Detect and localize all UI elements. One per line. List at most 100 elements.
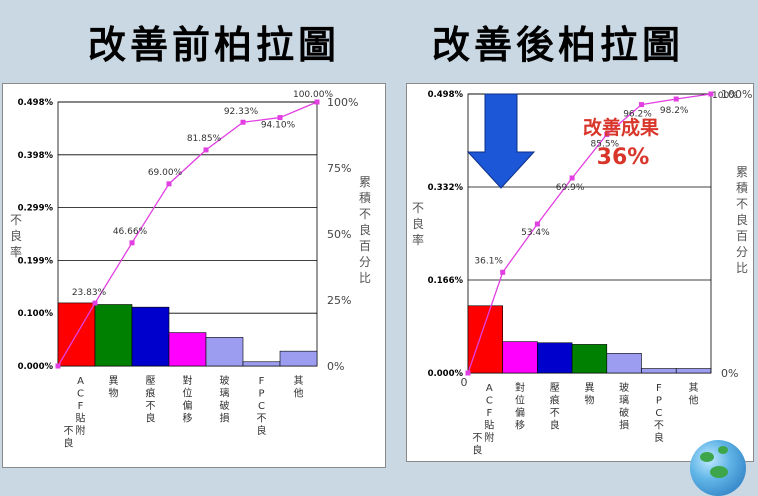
svg-text:良: 良 (550, 419, 560, 432)
category-label: 其他 (689, 382, 699, 407)
pareto-chart-after: 0.498% 0.332% 0.166% 0.000% 100% 0% 36.1% 53.4%… (406, 83, 754, 462)
cumulative-label: 98.2% (660, 106, 689, 116)
left-tick-label: 0.166% (428, 276, 464, 286)
left-tick-label: 0.000% (18, 362, 54, 372)
svg-text:比: 比 (359, 271, 371, 285)
right-tick-label: 0% (721, 367, 738, 380)
left-tick-label: 0.398% (18, 151, 54, 161)
cumulative-point (639, 102, 644, 108)
cumulative-line (57, 101, 318, 367)
svg-text:他: 他 (294, 387, 304, 400)
bar (571, 344, 608, 374)
svg-text:良: 良 (472, 444, 482, 457)
right-tick-label: 25% (327, 294, 351, 307)
svg-text:其: 其 (689, 382, 699, 394)
svg-text:偏: 偏 (183, 399, 193, 412)
left-tick-label: 0.332% (428, 183, 464, 193)
cumulative-label: 100% (712, 91, 738, 101)
cumulative-label: 96.2% (623, 110, 652, 120)
svg-text:痕: 痕 (146, 387, 156, 400)
svg-text:破: 破 (619, 406, 629, 419)
svg-text:良: 良 (654, 431, 664, 444)
category-label: 異物 (109, 375, 119, 400)
globe-icon (690, 440, 746, 496)
svg-text:比: 比 (736, 261, 748, 275)
left-axis-title: 不良率 (10, 213, 22, 259)
left-tick-label: 0.299% (18, 204, 54, 214)
bar (675, 368, 712, 374)
svg-text:積: 積 (736, 180, 748, 195)
cumulative-point (465, 370, 471, 376)
svg-text:良: 良 (146, 412, 156, 425)
svg-text:不: 不 (654, 421, 664, 432)
cumulative-point (240, 119, 246, 125)
svg-text:不: 不 (10, 213, 22, 227)
cumulative-point (500, 269, 506, 275)
svg-text:C: C (258, 401, 265, 412)
svg-text:良: 良 (359, 222, 371, 237)
category-label: 其他 (294, 375, 304, 400)
bar (131, 306, 170, 367)
heading-before: 改善前柏拉圖 (88, 22, 341, 67)
svg-text:分: 分 (359, 255, 371, 269)
svg-text:不: 不 (736, 197, 748, 211)
svg-text:A: A (486, 383, 493, 394)
category-label: 異物 (584, 382, 594, 407)
svg-text:良: 良 (64, 437, 74, 450)
heading-after: 改善後柏拉圖 (432, 22, 685, 67)
svg-text:良: 良 (412, 216, 424, 231)
svg-text:位: 位 (183, 387, 193, 400)
cumulative-label: 100.00% (293, 90, 333, 100)
bar (205, 337, 244, 367)
bar (502, 341, 538, 374)
svg-text:F: F (78, 401, 84, 412)
bar (94, 304, 133, 367)
cumulative-label: 53.4% (521, 228, 550, 238)
right-tick-label: 100% (721, 88, 752, 101)
svg-text:A: A (77, 376, 84, 387)
svg-text:其: 其 (294, 375, 304, 387)
svg-text:附: 附 (484, 431, 494, 444)
right-tick-label: 100% (327, 96, 358, 109)
svg-text:物: 物 (584, 394, 594, 407)
svg-text:百: 百 (359, 239, 371, 253)
svg-text:偏: 偏 (515, 406, 525, 419)
cumulative-label: 23.83% (72, 288, 107, 298)
svg-text:不: 不 (64, 426, 74, 437)
cumulative-label: 85.5% (591, 139, 620, 149)
left-tick-label: 0.100% (18, 309, 54, 319)
bar (641, 368, 677, 374)
cumulative-label: 92.33% (224, 107, 259, 117)
svg-text:貼: 貼 (484, 419, 494, 432)
cumulative-point (604, 131, 610, 137)
cumulative-label: 69.9% (556, 183, 585, 193)
svg-text:率: 率 (412, 232, 424, 247)
svg-text:C: C (655, 408, 662, 419)
svg-text:累: 累 (736, 165, 748, 179)
svg-text:不: 不 (146, 401, 156, 412)
bar (168, 332, 207, 367)
cumulative-point (569, 175, 575, 181)
improvement-result-title: 改善成果 (583, 116, 659, 139)
left-tick-label: 0.498% (428, 90, 464, 100)
right-tick-label: 0% (327, 360, 344, 373)
svg-text:貼: 貼 (76, 412, 86, 425)
svg-text:損: 損 (220, 412, 230, 425)
svg-text:破: 破 (220, 399, 230, 412)
cumulative-label: 46.66% (113, 227, 148, 237)
svg-text:分: 分 (736, 245, 748, 259)
cumulative-label: 81.85% (187, 134, 222, 144)
cumulative-label: 36.1% (474, 256, 503, 266)
cumulative-point (708, 91, 714, 97)
bar (279, 350, 318, 367)
svg-text:不: 不 (412, 201, 424, 215)
cumulative-point (129, 240, 135, 246)
svg-text:不: 不 (359, 207, 371, 221)
svg-text:良: 良 (257, 424, 267, 437)
